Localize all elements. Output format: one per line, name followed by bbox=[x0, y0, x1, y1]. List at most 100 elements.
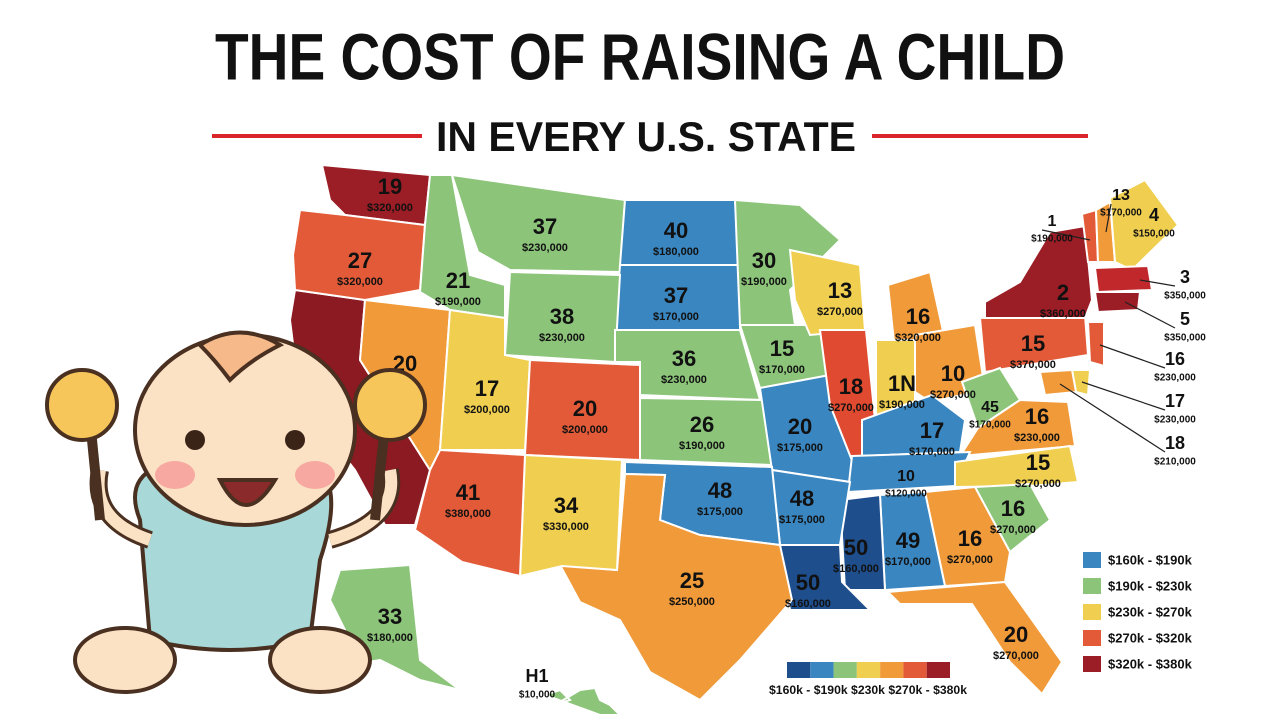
state-cost: $350,000 bbox=[1164, 333, 1206, 344]
state-rank: 40 bbox=[664, 218, 688, 243]
rattle bbox=[353, 368, 427, 442]
state-region bbox=[838, 493, 887, 591]
state-rank: 30 bbox=[752, 248, 776, 273]
baby-hair bbox=[196, 330, 285, 384]
state-cost: $250,000 bbox=[669, 596, 715, 608]
state-cost: $180,000 bbox=[367, 632, 413, 644]
legend: $160k - $190k $190k - $230k $230k - $270k $… bbox=[1083, 552, 1193, 672]
state-rank: 21 bbox=[446, 268, 470, 293]
colorbar-segment bbox=[880, 662, 904, 678]
colorbar-segment bbox=[833, 662, 857, 678]
baby-cheek bbox=[295, 461, 335, 489]
baby-leg bbox=[73, 626, 177, 694]
state-cost: $230,000 bbox=[661, 374, 707, 386]
state-region bbox=[1086, 321, 1105, 368]
state-rank: 17 bbox=[475, 376, 499, 401]
state-cost: $370,000 bbox=[1010, 359, 1056, 371]
leader-line bbox=[1081, 381, 1166, 411]
leader-line bbox=[1105, 203, 1112, 233]
state-cost: $190,000 bbox=[879, 399, 925, 411]
state-region bbox=[885, 580, 1064, 696]
state-rank: 26 bbox=[690, 412, 714, 437]
state-rank: 25 bbox=[680, 568, 704, 593]
state-cost: $120,000 bbox=[885, 489, 927, 500]
colorbar-segment bbox=[903, 662, 927, 678]
state-rank: 19 bbox=[378, 174, 402, 199]
state-rank: 38 bbox=[550, 304, 574, 329]
state-region bbox=[413, 448, 527, 578]
state-cost: $330,000 bbox=[543, 521, 589, 533]
state-cost: $350,000 bbox=[1164, 291, 1206, 302]
state-rank: 2 bbox=[1057, 280, 1069, 305]
state-cost: $270,000 bbox=[930, 389, 976, 401]
colorbar-label: $160k - $190k $230k $270k - $380k bbox=[769, 683, 967, 697]
state-rank: 5 bbox=[1180, 309, 1190, 329]
state-rank: 3 bbox=[1180, 267, 1190, 287]
colorbar-segment bbox=[787, 662, 811, 678]
state-rank: 20 bbox=[788, 414, 812, 439]
state-rank: 13 bbox=[1112, 187, 1130, 204]
state-cost: $230,000 bbox=[539, 332, 585, 344]
state-rank: 13 bbox=[828, 278, 852, 303]
legend-label: $160k - $190k bbox=[1108, 552, 1193, 567]
state-region bbox=[291, 208, 427, 302]
state-rank: 49 bbox=[896, 528, 920, 553]
state-cost: $190,000 bbox=[1031, 234, 1073, 245]
state-rank: 37 bbox=[533, 214, 557, 239]
baby-illustration bbox=[45, 330, 427, 694]
state-rank: 18 bbox=[1165, 433, 1185, 453]
state-cost: $160,000 bbox=[785, 598, 831, 610]
state-cost: $190,000 bbox=[741, 276, 787, 288]
state-rank: 15 bbox=[770, 336, 794, 361]
legend-swatch bbox=[1083, 552, 1101, 568]
state-cost: $230,000 bbox=[1154, 373, 1196, 384]
state-rank: 4 bbox=[1149, 205, 1159, 225]
state-rank: 17 bbox=[920, 418, 944, 443]
state-cost: $320,000 bbox=[367, 202, 413, 214]
colorbar: $160k - $190k $230k $270k - $380k bbox=[769, 662, 967, 697]
colorbar-segment bbox=[810, 662, 834, 678]
state-cost: $190,000 bbox=[435, 296, 481, 308]
leader-line bbox=[1139, 279, 1176, 287]
rattle bbox=[45, 368, 119, 442]
legend-swatch bbox=[1083, 578, 1101, 594]
state-rank: 17 bbox=[1165, 391, 1185, 411]
state-cost: $180,000 bbox=[653, 246, 699, 258]
state-cost: $170,000 bbox=[969, 420, 1011, 431]
state-rank: 15 bbox=[1026, 450, 1050, 475]
state-cost: $170,000 bbox=[1100, 208, 1142, 219]
colorbar-segment bbox=[856, 662, 881, 678]
state-cost: $230,000 bbox=[522, 242, 568, 254]
state-region bbox=[1093, 291, 1142, 314]
baby-cheek bbox=[155, 461, 195, 489]
state-cost: $150,000 bbox=[1133, 229, 1175, 240]
legend-swatch bbox=[1083, 604, 1101, 620]
state-cost: $270,000 bbox=[990, 524, 1036, 536]
state-cost: $170,000 bbox=[759, 364, 805, 376]
state-rank: 37 bbox=[664, 283, 688, 308]
baby-leg bbox=[268, 626, 372, 694]
state-rank: 50 bbox=[796, 570, 820, 595]
state-cost: $270,000 bbox=[993, 650, 1039, 662]
state-rank: 10 bbox=[941, 361, 965, 386]
legend-swatch bbox=[1083, 656, 1101, 672]
state-rank: 1 bbox=[1048, 213, 1057, 230]
legend-swatch bbox=[1083, 630, 1101, 646]
state-rank: 16 bbox=[1165, 349, 1185, 369]
leader-line bbox=[1059, 383, 1166, 453]
state-cost: $170,000 bbox=[653, 311, 699, 323]
state-cost: $270,000 bbox=[947, 554, 993, 566]
state-rank: 16 bbox=[906, 304, 930, 329]
state-cost: $200,000 bbox=[464, 404, 510, 416]
state-rank: 36 bbox=[672, 346, 696, 371]
state-region bbox=[861, 393, 967, 458]
state-rank: 10 bbox=[897, 468, 915, 485]
state-region bbox=[1108, 178, 1180, 272]
state-rank: 16 bbox=[1001, 496, 1025, 521]
state-rank: 20 bbox=[573, 396, 597, 421]
state-rank: 1N bbox=[888, 371, 916, 396]
state-cost: $190,000 bbox=[679, 440, 725, 452]
state-cost: $175,000 bbox=[779, 514, 825, 526]
state-cost: $270,000 bbox=[828, 402, 874, 414]
